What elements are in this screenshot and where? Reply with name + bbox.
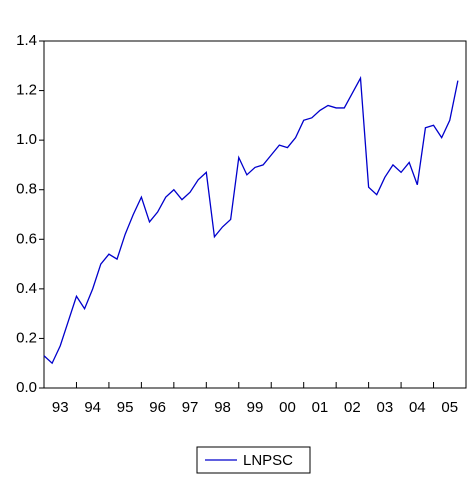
x-tick-label: 04 [409, 399, 426, 416]
y-tick-label: 1.2 [16, 82, 37, 99]
x-tick-label: 94 [84, 399, 101, 416]
x-tick-label: 96 [149, 399, 166, 416]
y-tick-label: 0.0 [16, 379, 37, 396]
x-tick-label: 05 [441, 399, 458, 416]
y-tick-label: 0.4 [16, 280, 37, 297]
x-tick-label: 00 [279, 399, 296, 416]
x-tick-label: 03 [377, 399, 394, 416]
legend-label: LNPSC [243, 452, 293, 469]
y-tick-label: 0.6 [16, 230, 37, 247]
y-tick-label: 0.2 [16, 329, 37, 346]
x-tick-label: 93 [52, 399, 69, 416]
y-tick-label: 1.4 [16, 32, 37, 49]
plot-frame [43, 40, 467, 389]
y-tick-label: 1.0 [16, 131, 37, 148]
x-tick-label: 02 [344, 399, 361, 416]
y-tick-label: 0.8 [16, 181, 37, 198]
x-tick-label: 99 [247, 399, 264, 416]
data-line [43, 75, 459, 365]
x-tick-label: 01 [312, 399, 329, 416]
x-tick-label: 97 [182, 399, 199, 416]
x-tick-label: 95 [117, 399, 134, 416]
x-tick-label: 98 [214, 399, 231, 416]
